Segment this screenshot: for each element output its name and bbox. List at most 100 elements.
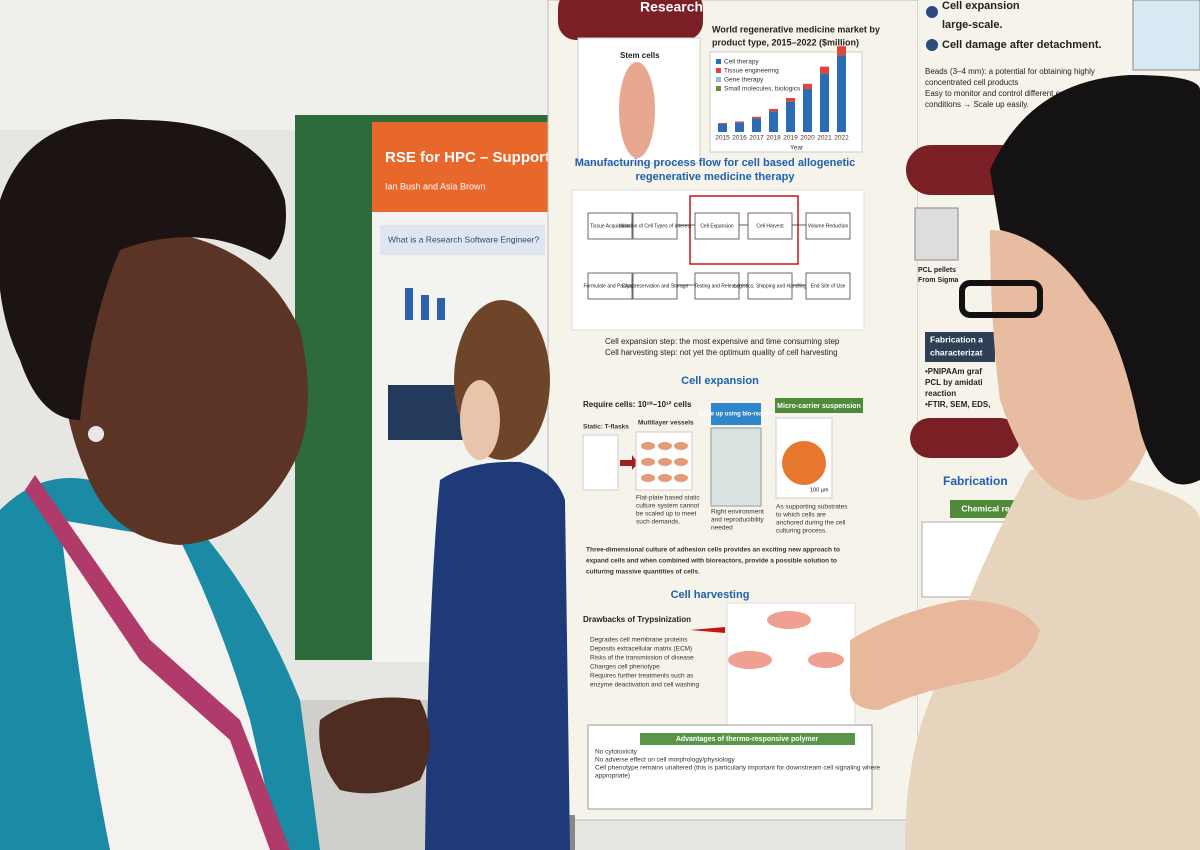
glasses [959, 280, 1043, 318]
bar-top [735, 121, 744, 123]
text: anchored during the cell [776, 520, 846, 527]
text: culturing massive quantities of cells. [586, 569, 700, 576]
x-title: Year [790, 145, 804, 152]
flow-box [587, 272, 633, 300]
legend-swatch [716, 86, 721, 91]
text: culture system cannot [636, 503, 699, 510]
text: concentrated cell products [925, 78, 1018, 87]
flask-figure [582, 434, 619, 491]
body-figure [619, 62, 655, 158]
x-label: 2017 [749, 135, 764, 142]
flow-label: Isolation of Cell Types of Interest [619, 223, 692, 229]
label: characterizat [930, 347, 983, 357]
text: to which cells are [776, 512, 826, 519]
text: As supporting substrates [776, 504, 848, 511]
dish [808, 652, 844, 668]
stand [565, 815, 575, 850]
text: Multilayer vessels [638, 420, 694, 427]
section-title: What is a Research Software Engineer? [388, 234, 539, 244]
figure-label: Stem cells [620, 51, 660, 60]
lanyard [25, 475, 290, 850]
bar [735, 122, 744, 132]
label: Scale up using bio-reactor [698, 412, 774, 418]
section-heading: Fabrication [943, 474, 1008, 488]
x-label: 2016 [732, 135, 747, 142]
text: conditions → Scale up easily. [925, 100, 1029, 109]
figure [1132, 0, 1200, 71]
legend-swatch [716, 77, 721, 82]
flow-box [632, 212, 678, 240]
label: Chemical reaction [961, 503, 1034, 513]
text: be scaled up to meet [636, 511, 697, 518]
flow-label: Testing and Release [694, 283, 740, 289]
text: No adverse effect on cell morphology/phy… [595, 757, 735, 764]
list: •PNIPAAm graf PCL by amidati reaction •FTIR… [925, 367, 990, 409]
person-hand [319, 697, 430, 794]
band [910, 418, 1020, 458]
note: Cell expansion step: the most expensive … [605, 337, 840, 346]
bar [718, 124, 727, 132]
section-heading: Manufacturing process flow for cell base… [575, 157, 856, 169]
bar [752, 118, 761, 132]
flow-label: Cell Expansion [700, 223, 734, 229]
label-box [775, 398, 863, 413]
text: •FTIR, SEM, EDS, [925, 400, 990, 409]
text: PCL by amidati [925, 378, 983, 387]
text: and reproducibility [711, 517, 765, 524]
flow-box [587, 212, 633, 240]
summary: Three-dimensional culture of adhesion ce… [586, 547, 840, 576]
bar-top [837, 46, 846, 56]
person-hair [990, 75, 1200, 485]
person-shirt [425, 461, 570, 850]
poster-header: Research [640, 0, 703, 15]
flow-diagram [571, 189, 865, 331]
bar [837, 55, 846, 132]
text: Deposits extracellular matrix (ECM) [590, 646, 692, 653]
x-label: 2020 [800, 135, 815, 142]
person-hand [850, 600, 1040, 710]
text: Changes cell phenotype [590, 664, 660, 671]
bioreactor-figure [710, 427, 762, 507]
flow-label: Cell Harvest [756, 223, 784, 229]
flow-box [805, 212, 851, 240]
text: such demands. [636, 519, 680, 526]
person-face [460, 380, 500, 460]
chart-title: World regenerative medicine market by [712, 24, 880, 34]
person-coat [905, 466, 1200, 850]
label: Micro-carrier suspension [777, 403, 861, 410]
text: Drawbacks of Trypsinization [583, 615, 691, 624]
left-poster-header [372, 122, 550, 212]
bar [786, 101, 795, 132]
text: Degrades cell membrane proteins [590, 637, 688, 644]
bar-top [752, 116, 761, 119]
text: Cell phenotype remains unaltered (this i… [595, 765, 880, 772]
legend-label: Cell therapy [724, 59, 759, 66]
flow-label: Formulate and Package [583, 283, 636, 289]
figure [421, 295, 429, 320]
text: culturing process. [776, 528, 827, 535]
figure [405, 288, 413, 320]
label: Fabrication a [930, 334, 983, 344]
microcarrier [782, 441, 826, 485]
legend-swatch [716, 59, 721, 64]
text: Easy to monitor and control different en… [925, 89, 1106, 98]
x-label: 2015 [715, 135, 730, 142]
legend-label: Tissue engineering [724, 68, 779, 75]
figure [388, 385, 468, 440]
label-box [711, 403, 761, 425]
list: Degrades cell membrane proteins Deposits … [590, 637, 700, 689]
legend-label: Gene therapy [724, 77, 764, 84]
legend-swatch [716, 68, 721, 73]
icon [926, 6, 938, 18]
bar-top [820, 66, 829, 74]
scale: 100 µm [810, 487, 829, 493]
vessels [641, 442, 688, 482]
figure [437, 298, 445, 320]
bar-top [786, 97, 795, 102]
text: Require cells: 10¹⁰–10¹² cells [583, 400, 692, 409]
arrow [690, 627, 725, 633]
poster-authors: Ian Bush and Asia Brown [385, 181, 486, 191]
